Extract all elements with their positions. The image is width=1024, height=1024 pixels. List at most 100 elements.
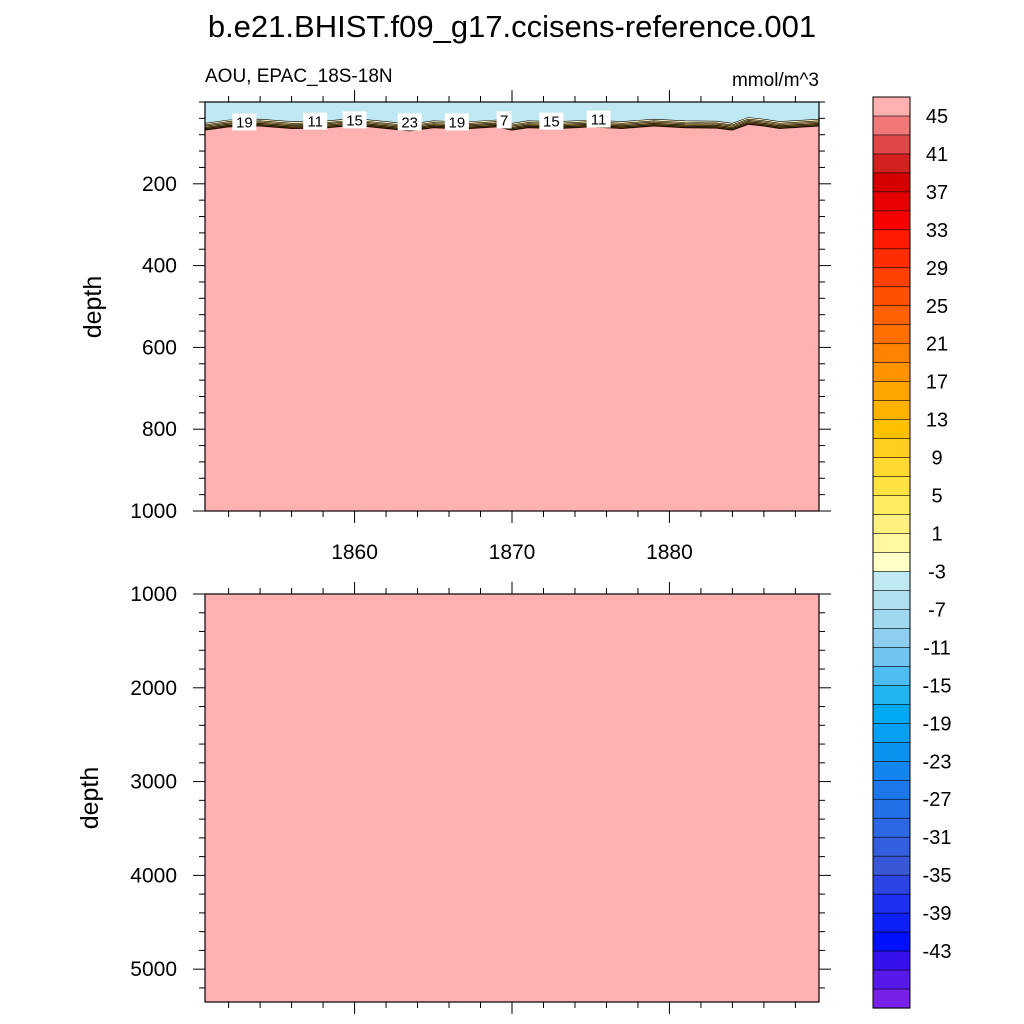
upper-contour-labels: 19 11 15 23 19 7 15 11 [232,110,611,131]
contour-label-box [342,111,367,129]
colorbar-label: -7 [928,599,946,621]
colorbar-label: -15 [923,675,952,697]
contour-label: 19 [449,114,466,131]
colorbar-box [872,874,911,895]
colorbar-box [872,514,911,535]
colorbar-box [872,134,911,155]
upper-y-axis-label: depth [79,276,107,339]
y-tick-label: 400 [142,255,177,278]
contour-label: 23 [401,114,418,131]
colorbar-box [872,969,911,990]
y-tick-label: 800 [142,418,177,441]
colorbar-box [872,210,911,231]
colorbar-box [872,96,911,117]
lower-axes: 1000 2000 3000 4000 5000 [130,582,831,1014]
colorbar-label: 5 [931,486,942,508]
colorbar-box [872,324,911,345]
colorbar-box [872,893,911,914]
y-tick-label: 200 [142,173,177,196]
colorbar-box [872,476,911,497]
colorbar-label: -27 [923,789,952,811]
colorbar-box [872,685,911,705]
colorbar-box [872,419,911,440]
colorbar-box [872,912,911,933]
colorbar-box [872,931,911,952]
colorbar-label: -31 [923,827,952,849]
colorbar-box [872,836,911,857]
colorbar-box [872,817,911,838]
contour-label-box [496,111,512,129]
colorbar-box [872,495,911,516]
y-tick-label: 1000 [130,583,177,606]
colorbar-label: 17 [926,372,948,394]
colorbar-boxes [872,96,911,1009]
colorbar-box [872,609,911,630]
colorbar-box [872,381,911,402]
colorbar-box [872,798,911,819]
colorbar-label: -3 [928,562,946,584]
x-tick-label: 1870 [489,541,536,564]
contour-label-box [444,113,469,131]
contour-label-box [232,113,257,131]
y-tick-label: 2000 [130,677,177,700]
contour-label: 15 [346,112,363,129]
colorbar-label: 33 [926,220,948,242]
upper-panel: AOU, EPAC_18S-18N mmol/m^3 19 11 15 23 19 7 15… [79,66,831,564]
colorbar-box [872,362,911,383]
colorbar-box [872,571,911,592]
colorbar-label: 1 [931,524,942,546]
colorbar-box [872,305,911,326]
colorbar-box [872,666,911,686]
contour-label-box [397,113,422,131]
y-tick-label: 1000 [130,500,177,523]
colorbar-box [872,457,911,478]
colorbar-box [872,647,911,667]
colorbar-box [872,950,911,971]
x-tick-label: 1880 [646,541,693,564]
y-tick-label: 4000 [130,864,177,887]
y-tick-label: 5000 [130,958,177,981]
contour-label: 11 [307,114,323,131]
colorbar-box [872,779,911,800]
colorbar-label: -19 [923,713,952,735]
colorbar-box [872,704,911,724]
lower-contour-fill [205,594,819,1002]
colorbar-box [872,115,911,136]
contour-label: 19 [236,114,253,131]
colorbar-label: -11 [923,637,950,659]
colorbar-box [872,343,911,364]
colorbar-box [872,248,911,269]
lower-panel: 1000 2000 3000 4000 5000 depth [76,582,831,1014]
colorbar-frame [872,96,911,1009]
colorbar-box [872,760,911,781]
contour-label-box [539,112,564,130]
lower-y-axis-label: depth [76,767,104,830]
colorbar-label: 41 [926,144,948,166]
colorbar-box [872,988,911,1009]
x-tick-label: 1860 [331,541,378,564]
colorbar-box [872,267,911,288]
upper-panel-units: mmol/m^3 [732,70,819,91]
upper-contour-fill [205,117,819,511]
y-tick-label: 600 [142,336,177,359]
colorbar-box [872,172,911,193]
upper-axes: 200 400 600 800 1000 1860 1870 1880 [130,90,831,564]
colorbar-label: -39 [923,903,952,925]
colorbar-box [872,628,911,648]
colorbar-label: 13 [926,410,948,432]
colorbar: 45 41 37 33 29 25 21 17 13 9 5 1 -3 -7 -11 -15 -19 -23 -27… [872,96,952,1009]
colorbar-label: 25 [926,296,948,318]
chart-title: b.e21.BHIST.f09_g17.ccisens-reference.00… [208,9,816,44]
colorbar-box [872,741,911,762]
colorbar-label: -43 [923,941,952,963]
contour-label: 15 [543,114,560,131]
contour-label: 11 [591,112,607,129]
colorbar-box [872,286,911,307]
colorbar-box [872,153,911,174]
contour-band-6 [205,124,819,511]
colorbar-box [872,723,911,743]
colorbar-labels: 45 41 37 33 29 25 21 17 13 9 5 1 -3 -7 -11 -15 -19 -23 -27… [923,106,952,963]
colorbar-box [872,400,911,421]
colorbar-box [872,438,911,459]
